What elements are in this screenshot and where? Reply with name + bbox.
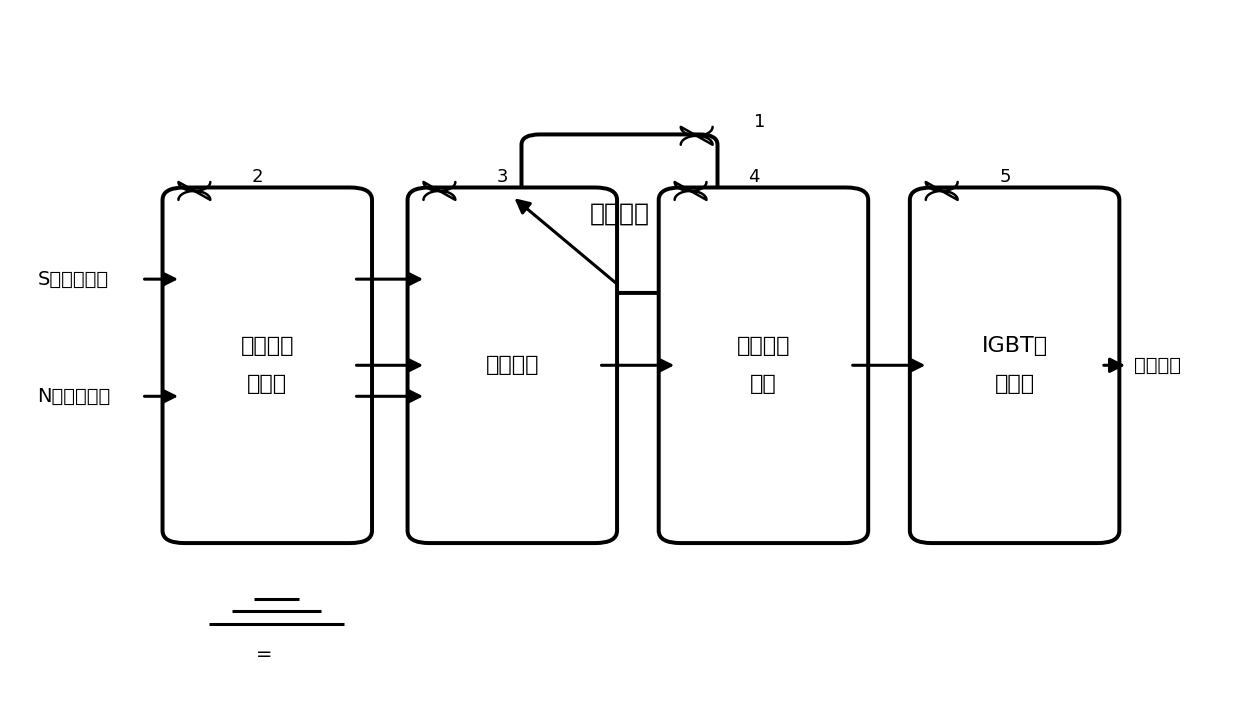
Text: 低边驱动: 低边驱动 (737, 336, 790, 356)
Text: 点火信号: 点火信号 (1134, 356, 1181, 375)
Text: 电路: 电路 (750, 374, 777, 394)
Text: 4: 4 (748, 169, 760, 186)
FancyBboxPatch shape (522, 134, 717, 293)
Text: =: = (256, 645, 273, 664)
Text: 电源模块: 电源模块 (590, 202, 649, 226)
Text: N极转速信号: N极转速信号 (37, 387, 110, 406)
Text: 开关量接: 开关量接 (240, 336, 294, 356)
FancyBboxPatch shape (162, 188, 372, 543)
FancyBboxPatch shape (659, 188, 869, 543)
Text: 5: 5 (1000, 169, 1011, 186)
Text: 1: 1 (755, 113, 766, 131)
Text: 动电路: 动电路 (995, 374, 1035, 394)
FancyBboxPatch shape (909, 188, 1119, 543)
Text: S极转速信号: S极转速信号 (37, 270, 109, 289)
Text: 微处理器: 微处理器 (486, 355, 539, 375)
Text: 2: 2 (252, 169, 264, 186)
FancyBboxPatch shape (408, 188, 617, 543)
Text: 口电路: 口电路 (248, 374, 287, 394)
Text: 3: 3 (497, 169, 508, 186)
Text: IGBT驱: IGBT驱 (981, 336, 1048, 356)
